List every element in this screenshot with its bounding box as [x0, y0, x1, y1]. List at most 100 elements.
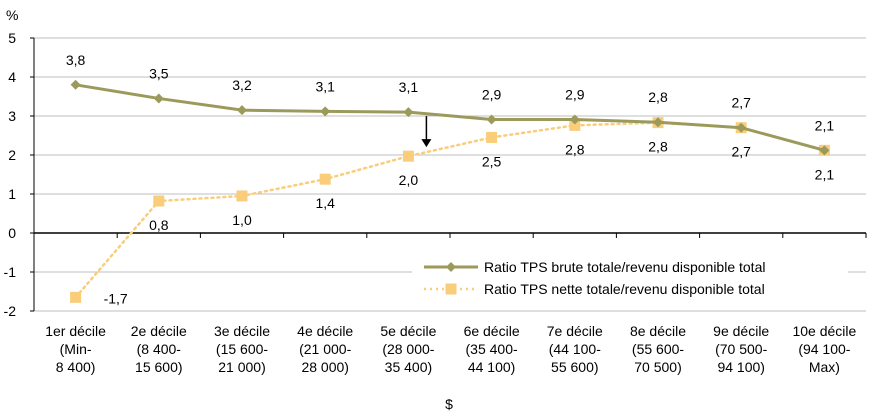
x-tick-label: 1er décile (Min- 8 400)	[45, 323, 106, 375]
x-tick-label-line: (70 500-	[715, 341, 767, 357]
x-axis: 1er décile (Min- 8 400) 2e décile (8 400- 15 …	[33, 232, 867, 375]
series-marker	[569, 119, 581, 131]
data-label: 2,9	[565, 87, 585, 103]
legend-label: Ratio TPS brute totale/revenu disponible…	[484, 259, 765, 275]
x-tick-label-line: 9e décile	[713, 323, 769, 339]
data-label: 1,4	[315, 195, 335, 211]
series-layer	[70, 79, 830, 303]
data-label: 2,5	[482, 153, 502, 169]
x-tick-label-line: Max)	[809, 359, 840, 375]
x-tick-label-line: 8e décile	[630, 323, 686, 339]
series-marker	[403, 107, 414, 118]
x-tick-label: 7e décile (44 100- 55 600)	[547, 323, 603, 375]
legend-background	[412, 252, 848, 300]
data-labels: 3,8 3,5 3,2 3,1 3,1 2,9 2,9 2,8 2,7 2,1 -1,7 0,8 1,0…	[66, 52, 834, 307]
series-marker	[402, 150, 414, 162]
series-marker	[319, 173, 331, 185]
series-line	[74, 121, 826, 299]
x-tick-label-line: 55 600)	[551, 359, 598, 375]
x-tick-label: 5e décile (28 000- 35 400)	[380, 323, 436, 375]
arrow-head	[421, 139, 432, 148]
data-label: 3,1	[315, 78, 335, 94]
data-label: 2,9	[482, 87, 502, 103]
x-tick-label-line: 70 500)	[634, 359, 681, 375]
data-label: 2,8	[648, 139, 668, 155]
legend-label: Ratio TPS nette totale/revenu disponible…	[484, 281, 765, 297]
data-label: 0,8	[149, 217, 169, 233]
data-label: 3,1	[399, 79, 419, 95]
series-marker	[236, 190, 248, 202]
legend: Ratio TPS brute totale/revenu disponible…	[424, 259, 765, 297]
series-marker	[819, 145, 830, 156]
x-tick-label-line: 5e décile	[380, 323, 436, 339]
x-tick-label-line: 1er décile	[45, 323, 106, 339]
y-tick-label: 2	[8, 147, 16, 163]
x-tick-label-line: (35 400-	[466, 341, 518, 357]
x-tick-label-line: 44 100)	[468, 359, 515, 375]
y-tick-label: 4	[8, 69, 16, 85]
series-marker	[569, 114, 580, 125]
data-label: 3,2	[232, 77, 252, 93]
x-tick-label-line: 2e décile	[131, 323, 187, 339]
data-label: 3,8	[66, 52, 86, 68]
data-label: 1,0	[232, 212, 252, 228]
x-tick-label-line: 21 000)	[218, 359, 265, 375]
y-axis: -2 -1 0 1 2 3 4 5	[4, 30, 35, 319]
x-tick-label-line: (15 600-	[216, 341, 268, 357]
legend-marker	[446, 262, 456, 272]
y-tick-label: -1	[4, 264, 17, 280]
series-marker	[486, 114, 497, 125]
series-line	[74, 83, 826, 152]
data-label: 2,7	[731, 95, 751, 111]
series-marker	[653, 117, 663, 128]
x-tick-label: 9e décile (70 500- 94 100)	[713, 323, 769, 375]
legend-marker	[445, 283, 457, 295]
x-tick-label: 4e décile (21 000- 28 000)	[297, 323, 353, 375]
series-marker	[153, 93, 164, 104]
y-tick-label: 0	[8, 225, 16, 241]
x-tick-label: 3e décile (15 600- 21 000)	[214, 323, 270, 375]
x-tick-label: 8e décile (55 600- 70 500)	[630, 323, 686, 375]
data-label: 2,8	[565, 141, 585, 157]
x-tick-label-line: (Min-	[60, 341, 92, 357]
x-tick-label-line: (8 400-	[137, 341, 182, 357]
x-tick-label-line: (28 000-	[382, 341, 434, 357]
y-tick-label: 1	[8, 186, 16, 202]
x-tick-label-line: 6e décile	[464, 323, 520, 339]
data-label: 2,7	[731, 144, 751, 160]
x-tick-label: 6e décile (35 400- 44 100)	[464, 323, 520, 375]
data-label: 2,1	[815, 166, 835, 182]
x-tick-label-line: 7e décile	[547, 323, 603, 339]
series-marker	[736, 122, 747, 133]
series-marker	[486, 131, 498, 143]
x-tick-label-line: 8 400)	[56, 359, 96, 375]
x-tick-label-line: 28 000)	[301, 359, 348, 375]
y-tick-label: -2	[4, 303, 17, 319]
x-tick-label-line: 4e décile	[297, 323, 353, 339]
x-axis-label: $	[445, 396, 453, 412]
x-tick-label-line: (55 600-	[632, 341, 684, 357]
data-label: 3,5	[149, 65, 169, 81]
x-tick-label-line: 3e décile	[214, 323, 270, 339]
x-tick-label-line: 35 400)	[385, 359, 432, 375]
series-marker	[70, 79, 81, 90]
annotation-arrow	[421, 116, 432, 148]
x-tick-label-line: 15 600)	[135, 359, 182, 375]
y-tick-label: 5	[8, 30, 16, 46]
series-marker	[70, 291, 82, 303]
x-tick-label: 2e décile (8 400- 15 600)	[131, 323, 187, 375]
x-tick-label-line: (21 000-	[299, 341, 351, 357]
x-tick-label-line: (44 100-	[549, 341, 601, 357]
x-tick-label-line: (94 100-	[798, 341, 850, 357]
data-label: -1,7	[104, 290, 128, 306]
y-axis-label: %	[6, 7, 18, 23]
data-label: 2,1	[815, 117, 835, 133]
series-marker	[320, 106, 331, 117]
series-marker	[237, 105, 247, 116]
x-tick-label-line: 94 100)	[717, 359, 764, 375]
y-tick-label: 3	[8, 108, 16, 124]
x-tick-label-line: 10e décile	[792, 323, 856, 339]
series-marker	[153, 195, 165, 207]
data-label: 2,0	[399, 172, 419, 188]
